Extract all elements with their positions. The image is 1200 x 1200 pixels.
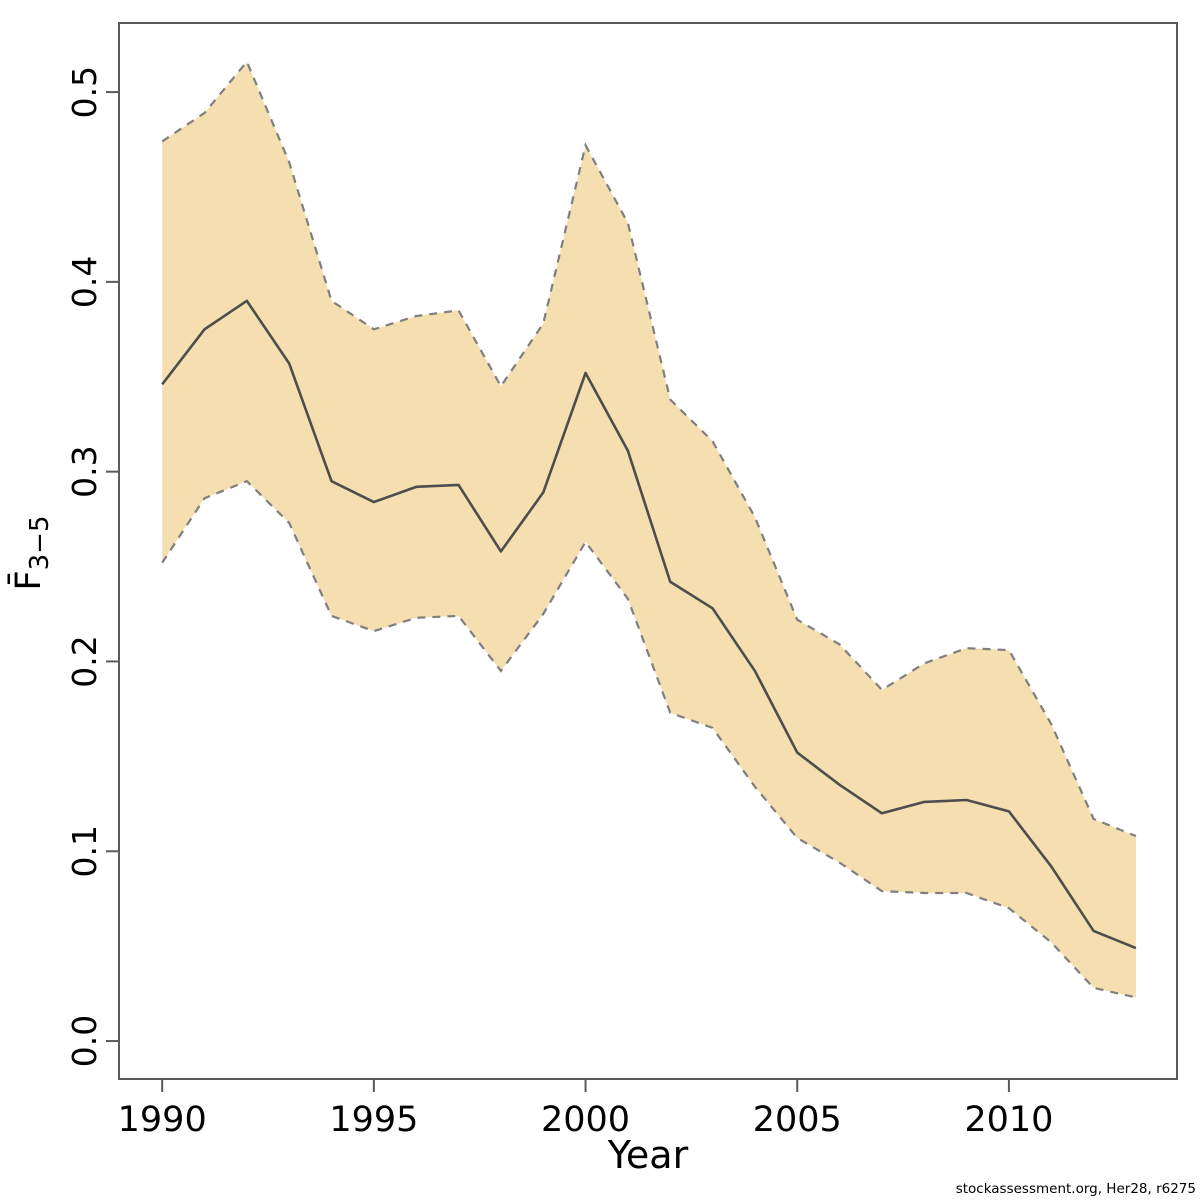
y-axis-title-main: F̄ <box>7 570 49 590</box>
y-tick-label: 0.1 <box>65 825 104 877</box>
x-tick-label: 1995 <box>329 1100 418 1140</box>
x-tick-label: 2005 <box>753 1100 842 1140</box>
y-tick-label: 0.4 <box>65 256 104 308</box>
y-tick-label: 0.0 <box>65 1015 104 1067</box>
x-tick-label: 1990 <box>118 1100 207 1140</box>
y-axis-title: F̄3−5 <box>7 515 55 590</box>
ci-lower-line <box>161 479 1137 999</box>
series-lines <box>161 59 1137 999</box>
confidence-band-fill <box>162 61 1136 998</box>
x-tick-label: 2010 <box>964 1100 1053 1140</box>
y-axis-title-subscript: 3−5 <box>25 515 55 570</box>
confidence-band <box>162 61 1136 998</box>
y-tick-label: 0.5 <box>65 66 104 118</box>
footer-watermark: stockassessment.org, Her28, r6275 <box>956 1181 1196 1197</box>
y-tick-label: 0.3 <box>65 445 104 497</box>
y-tick-label: 0.2 <box>65 635 104 687</box>
axes: 1990 1995 2000 2005 2010 0.0 0.1 0.2 0.3 0.4 0.5 <box>65 66 1053 1140</box>
plot-frame <box>118 22 1178 1080</box>
fbar-estimate-line <box>161 299 1137 950</box>
x-tick-label: 2000 <box>541 1100 630 1140</box>
ci-upper-line <box>161 59 1137 838</box>
x-axis-title: Year <box>607 1133 689 1177</box>
